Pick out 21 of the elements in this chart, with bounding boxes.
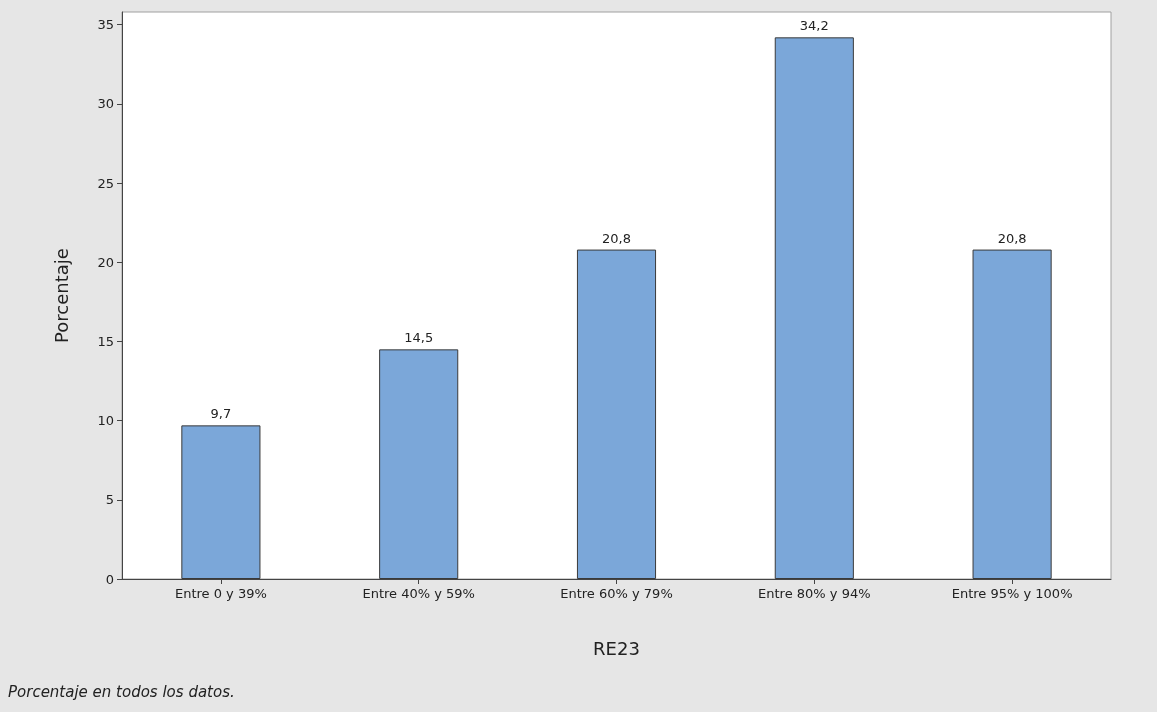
y-tick-label: 30 bbox=[97, 96, 114, 112]
data-label: 34,2 bbox=[799, 18, 829, 34]
x-tick-label: Entre 95% y 100% bbox=[951, 586, 1073, 601]
x-tick-label: Entre 80% y 94% bbox=[758, 586, 871, 601]
y-tick-label: 35 bbox=[97, 17, 114, 33]
y-tick-label: 10 bbox=[97, 413, 114, 429]
y-tick-label: 15 bbox=[97, 333, 114, 349]
text: Porcentaje en todos los datos. bbox=[8, 682, 235, 701]
y-tick-label: 25 bbox=[97, 175, 114, 191]
x-axis-title: RE23 bbox=[593, 637, 640, 659]
data-label: 9,7 bbox=[210, 406, 232, 422]
data-label: 20,8 bbox=[602, 230, 631, 246]
x-tick-label: Entre 60% y 79% bbox=[560, 586, 673, 601]
data-label: 20,8 bbox=[997, 230, 1027, 246]
y-tick-label: 20 bbox=[97, 254, 114, 270]
y-axis-title: Porcentaje bbox=[50, 248, 72, 343]
x-tick-label: Entre 40% y 59% bbox=[362, 586, 475, 601]
data-label: 14,5 bbox=[404, 330, 434, 346]
y-tick-label: 5 bbox=[105, 492, 114, 508]
x-tick-label: Entre 0 y 39% bbox=[174, 586, 267, 601]
y-tick-label: 0 bbox=[105, 571, 114, 587]
